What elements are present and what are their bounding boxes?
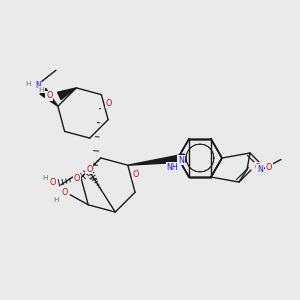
- Text: O: O: [74, 175, 80, 184]
- Text: H: H: [38, 87, 44, 93]
- Text: H: H: [53, 197, 59, 203]
- Text: O: O: [61, 188, 68, 197]
- Polygon shape: [128, 154, 185, 165]
- Text: H: H: [42, 175, 48, 181]
- Text: O: O: [132, 170, 139, 179]
- Text: O: O: [106, 99, 112, 108]
- Text: O: O: [266, 164, 272, 172]
- Text: N: N: [257, 165, 263, 174]
- Text: O: O: [86, 164, 92, 173]
- Text: O: O: [255, 163, 261, 172]
- Text: O: O: [46, 92, 52, 100]
- Polygon shape: [58, 88, 76, 100]
- Text: H: H: [25, 81, 31, 87]
- Text: N: N: [35, 81, 41, 90]
- Text: O: O: [50, 178, 56, 187]
- Text: NH: NH: [167, 163, 178, 172]
- Polygon shape: [40, 88, 58, 106]
- Text: N: N: [178, 155, 184, 164]
